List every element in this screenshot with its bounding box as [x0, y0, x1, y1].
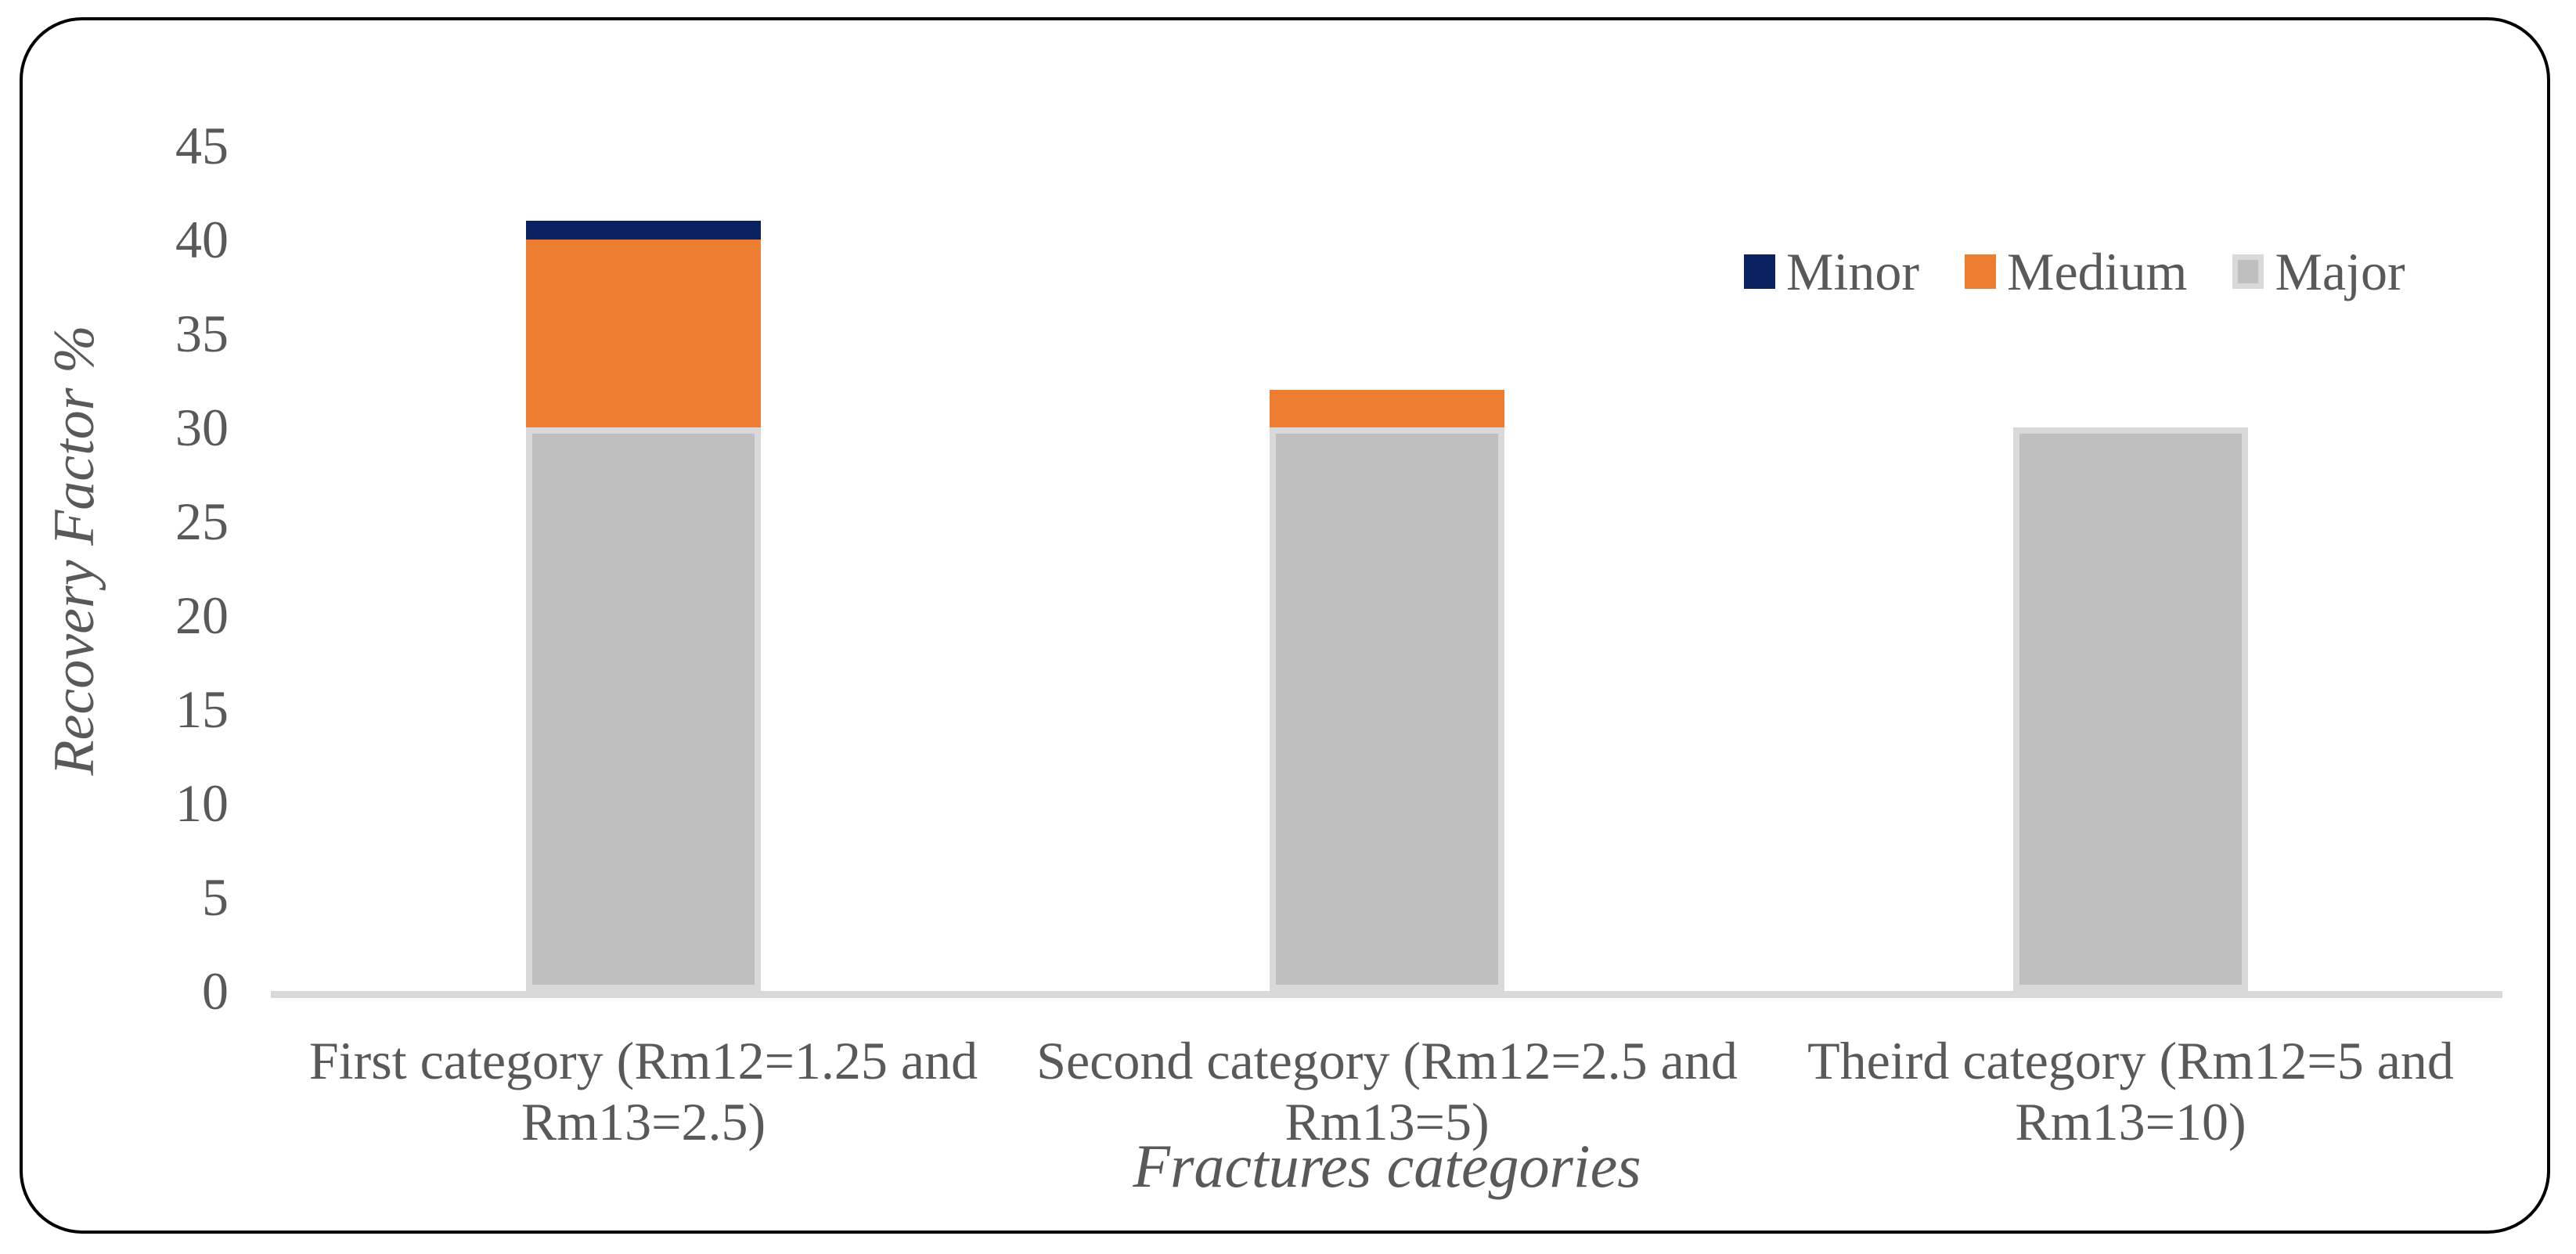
y-axis-tick-label: 35: [175, 304, 229, 363]
bar-segment-major: [1270, 427, 1504, 991]
x-axis-line: [271, 991, 2502, 998]
y-axis-tick-label: 20: [175, 586, 229, 645]
y-axis-tick-label: 0: [202, 961, 229, 1021]
y-axis-tick-label: 45: [175, 116, 229, 175]
legend-swatch-medium: [1965, 254, 1996, 289]
bar-segment-minor: [526, 221, 761, 240]
legend-label: Major: [2275, 242, 2405, 301]
x-axis-category-label-line: First category (Rm12=1.25 and: [308, 1031, 978, 1090]
legend-item-minor: Minor: [1744, 243, 1919, 301]
y-axis-tick-label: 25: [175, 492, 229, 551]
legend-label: Minor: [1786, 242, 1919, 301]
bar-segment-medium: [526, 240, 761, 427]
y-axis-tick-label: 15: [175, 679, 229, 739]
legend-swatch-minor: [1744, 254, 1775, 289]
y-axis-tick-label: 40: [175, 210, 229, 269]
legend-label: Medium: [2007, 242, 2188, 301]
x-axis-title: Fractures categories: [1133, 1132, 1641, 1200]
y-axis-tick-label: 5: [202, 867, 229, 927]
legend: Minor Medium Major: [1744, 243, 2405, 301]
legend-item-major: Major: [2232, 243, 2405, 301]
bar-segment-major: [526, 427, 761, 991]
chart-border-frame: [20, 17, 2550, 1234]
y-axis-tick-label: 30: [175, 398, 229, 457]
x-axis-category-label-line: Theird category (Rm12=5 and: [1807, 1031, 2454, 1090]
y-axis-tick-label: 10: [175, 773, 229, 833]
x-axis-category-label: Second category (Rm12=2.5 and Rm13=5): [996, 1030, 1778, 1152]
x-axis-category-label-line: Rm13=2.5): [521, 1092, 766, 1151]
x-axis-category-label-line: Rm13=5): [1284, 1092, 1490, 1151]
bar-segment-medium: [1270, 390, 1504, 427]
bar-segment-major: [2013, 427, 2248, 991]
x-axis-category-label-line: Second category (Rm12=2.5 and: [1036, 1031, 1738, 1090]
x-axis-category-label: First category (Rm12=1.25 and Rm13=2.5): [252, 1030, 1035, 1152]
x-axis-category-label: Theird category (Rm12=5 and Rm13=10): [1739, 1030, 2522, 1152]
legend-swatch-major: [2232, 254, 2264, 289]
legend-item-medium: Medium: [1965, 243, 2187, 301]
x-axis-category-label-line: Rm13=10): [2015, 1092, 2246, 1151]
